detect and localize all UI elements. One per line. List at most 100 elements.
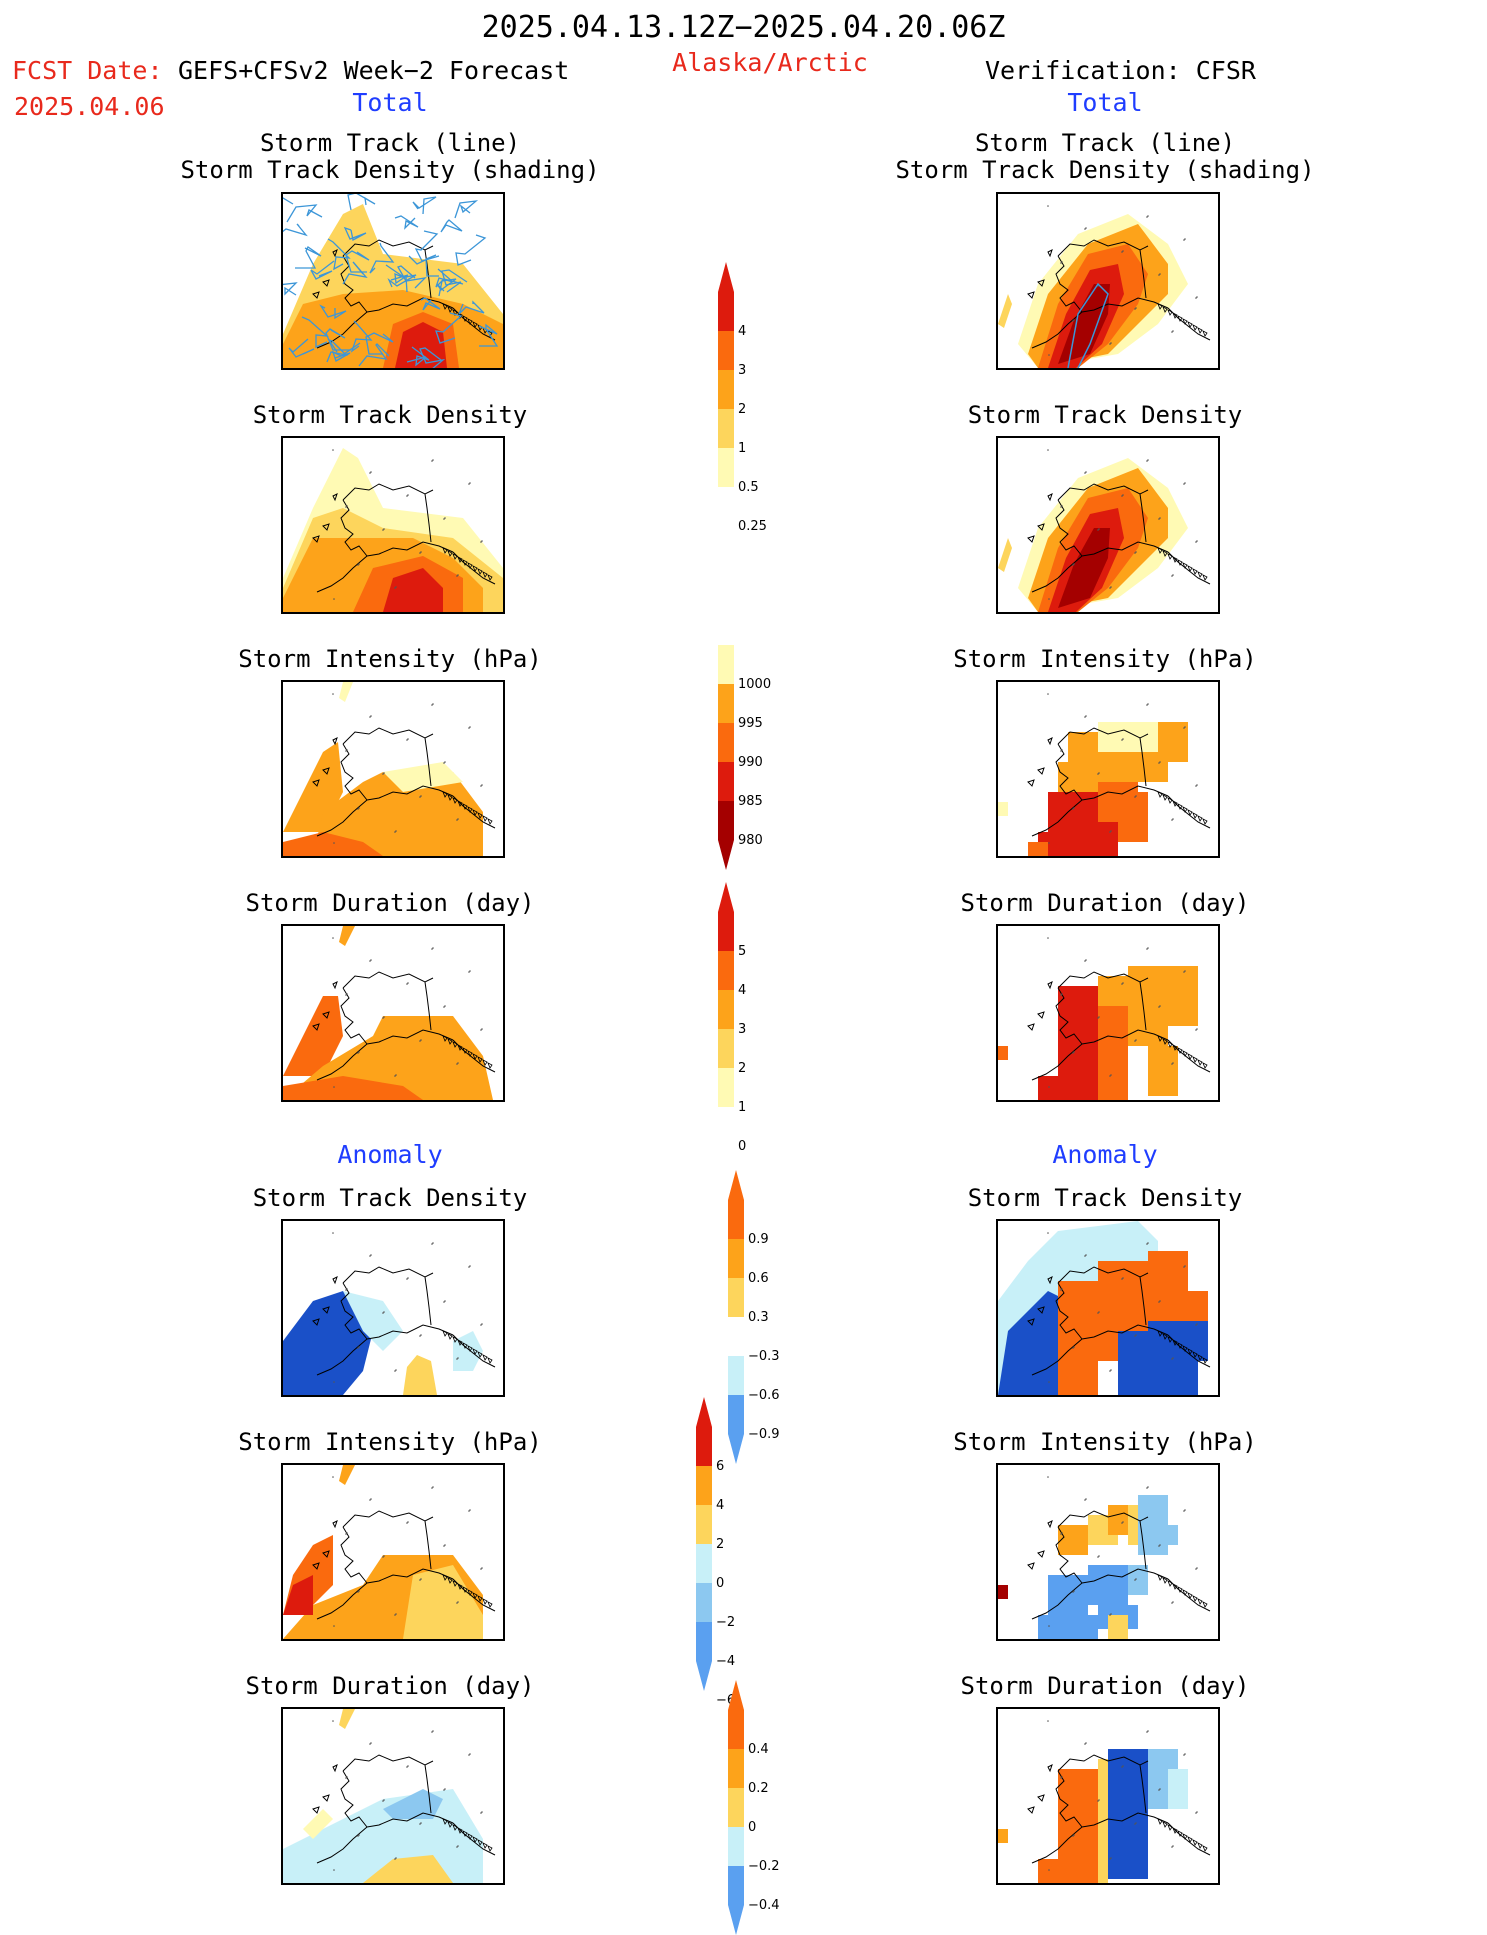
grid-dot	[332, 1232, 334, 1234]
panhandle-island	[1202, 330, 1208, 337]
grid-dot	[1159, 1788, 1161, 1790]
coastline	[424, 737, 432, 787]
grid-dot	[383, 1555, 385, 1557]
grid-dot	[480, 541, 482, 543]
grid-dot	[1061, 1776, 1063, 1778]
panhandle-island	[472, 809, 478, 816]
panhandle-island	[1167, 553, 1173, 560]
grid-dot	[406, 1278, 408, 1280]
grid-dot	[1158, 274, 1160, 276]
grid-dot	[419, 1040, 421, 1042]
grid-dot	[1073, 1346, 1075, 1348]
coastline	[1055, 743, 1083, 801]
grid-dot	[406, 983, 408, 985]
colorbar-segment	[696, 1583, 712, 1622]
grid-dot	[420, 1578, 422, 1580]
coastline	[1167, 307, 1211, 341]
shaded-region	[395, 322, 447, 368]
map-verification-track-density-total-lines	[996, 192, 1220, 370]
left-density-title: Storm Track Density	[252, 401, 528, 429]
grid-dot	[1159, 273, 1161, 275]
grid-dot	[480, 1568, 482, 1570]
grid-dot	[1047, 1720, 1049, 1722]
grid-dot	[419, 1823, 421, 1825]
storm-track-line	[1067, 282, 1109, 368]
grid-dot	[1098, 1555, 1100, 1557]
coastline	[342, 483, 434, 501]
grid-dot	[1085, 715, 1087, 717]
storm-track-line	[385, 264, 409, 285]
grid-dot	[333, 842, 335, 844]
colorbar-tick-label: 4	[738, 983, 746, 998]
grid-dot	[1184, 1753, 1186, 1755]
coastline	[1047, 981, 1053, 990]
panhandle-island	[1197, 1842, 1203, 1849]
grid-dot	[431, 704, 433, 706]
right-intensity-title: Storm Intensity (hPa)	[953, 645, 1257, 673]
colorbar-segment	[718, 684, 734, 723]
panhandle-island	[1157, 1818, 1163, 1825]
storm-track-line	[406, 346, 430, 367]
grid-dot	[1121, 1522, 1123, 1524]
grid-dot	[481, 784, 483, 786]
grid-dot	[1073, 807, 1075, 809]
grid-dot	[1172, 1601, 1174, 1603]
grid-dot	[1122, 1765, 1124, 1767]
grid-dot	[346, 1532, 348, 1534]
panhandle-island	[442, 1330, 448, 1337]
panhandle-island	[1167, 1580, 1173, 1587]
coastline	[332, 981, 338, 990]
shaded-cell	[1158, 1525, 1178, 1545]
panhandle-island	[452, 1041, 458, 1048]
grid-dot	[456, 1358, 458, 1360]
colorbar-segment	[718, 370, 734, 409]
panhandle-island	[487, 1845, 493, 1852]
grid-dot	[395, 1074, 397, 1076]
grid-dot	[357, 1052, 359, 1054]
coastline	[1139, 1276, 1147, 1326]
coastline	[322, 1794, 330, 1802]
grid-dot	[369, 1743, 371, 1745]
storm-track-line	[419, 347, 446, 368]
map-verification-duration-total	[996, 924, 1220, 1102]
shaded-cell	[998, 1829, 1008, 1843]
coastline	[332, 1276, 338, 1285]
panhandle-island	[1157, 303, 1163, 310]
colorbar-segment	[728, 1788, 744, 1827]
coastline	[1139, 249, 1147, 299]
map-forecast-density-anomaly	[281, 1219, 505, 1397]
grid-dot	[468, 1510, 470, 1512]
grid-dot	[346, 1776, 348, 1778]
grid-dot	[1097, 773, 1099, 775]
panhandle-island	[467, 1345, 473, 1352]
grid-dot	[1196, 296, 1198, 298]
colorbar-tick-label: 2	[738, 402, 746, 417]
panhandle-island	[1192, 812, 1198, 819]
panhandle-island	[447, 1821, 453, 1828]
grid-dot	[1110, 1613, 1112, 1615]
grid-dot	[1196, 1323, 1198, 1325]
colorbar-tick-label: 0	[716, 1576, 724, 1591]
panhandle-island	[462, 803, 468, 810]
right-anomaly-heading: Anomaly	[1052, 1140, 1158, 1169]
storm-track-line	[347, 194, 376, 211]
coastline	[1055, 1526, 1083, 1584]
panhandle-island	[1192, 1595, 1198, 1602]
shaded-region	[383, 568, 443, 612]
panhandle-island	[477, 812, 483, 819]
grid-dot	[1158, 1545, 1160, 1547]
panhandle-island	[1157, 547, 1163, 554]
coastline	[322, 1011, 330, 1019]
coastline	[1037, 523, 1045, 531]
panhandle-island	[442, 547, 448, 554]
grid-dot	[332, 449, 334, 451]
right-anom-duration-title: Storm Duration (day)	[960, 1672, 1250, 1700]
storm-track-line	[369, 242, 395, 274]
panhandle-island	[452, 1824, 458, 1831]
shaded-cell	[1058, 1525, 1088, 1555]
coastline	[312, 1562, 320, 1570]
shaded-region	[998, 1291, 1068, 1395]
colorbar-tick-label: 985	[738, 794, 763, 809]
grid-dot	[1084, 716, 1086, 718]
colorbar-tick-label: 3	[738, 363, 746, 378]
